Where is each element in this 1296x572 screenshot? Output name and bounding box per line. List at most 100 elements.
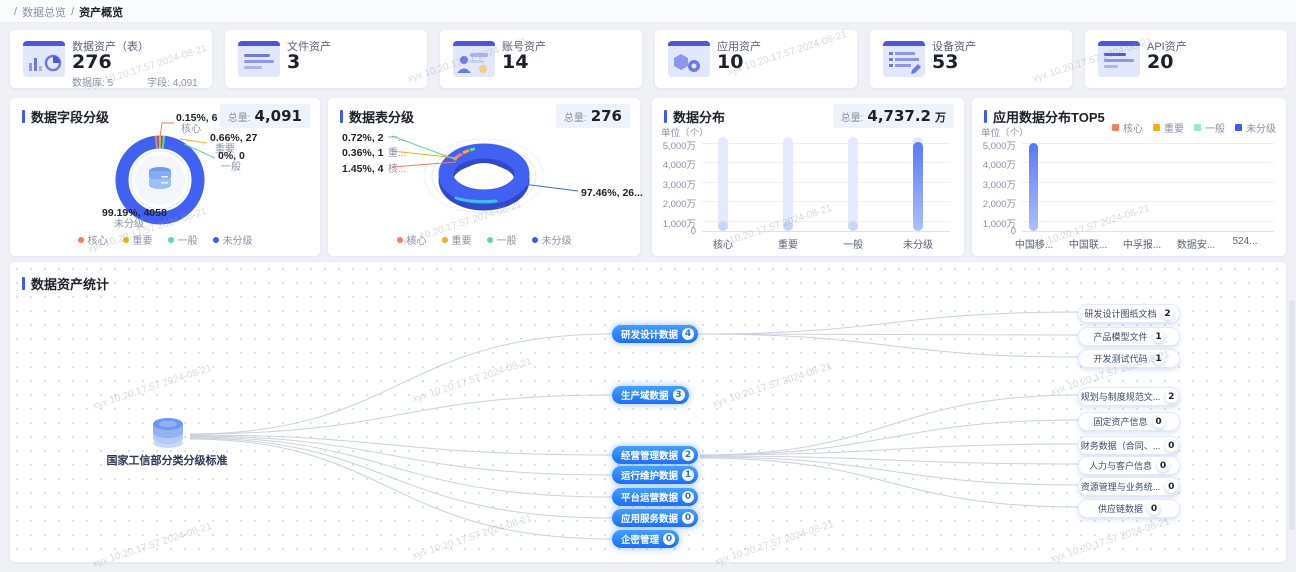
tree-leaf-dev-test-code[interactable]: 开发测试代码 1 <box>1078 349 1180 368</box>
application-window-icon <box>668 41 710 77</box>
x-tick: 中孚报... <box>1122 240 1162 251</box>
bar-unclassified <box>913 142 923 231</box>
tree-leaf-resource-business-stats[interactable]: 资源管理与业务统... 0 <box>1078 477 1180 496</box>
stat-card-api-assets[interactable]: API资产 20 <box>1085 30 1287 88</box>
leaf-count-badge: 2 <box>1161 307 1174 320</box>
stat-card-app-assets[interactable]: 应用资产 10 <box>655 30 857 88</box>
tree-leaf-fixed-assets-info[interactable]: 固定资产信息 0 <box>1078 412 1180 431</box>
legend: 核心 重要 一般 未分级 <box>10 232 320 247</box>
tree-branch-platform-ops-data[interactable]: 平台运营数据 0 <box>612 488 699 506</box>
panel-title: 应用数据分布TOP5 <box>993 110 1105 125</box>
legend-item-core[interactable]: 核心 <box>396 232 427 247</box>
legend-item-unclassified[interactable]: 未分级 <box>1235 120 1276 135</box>
callout-unclassified: 97.46%, 26... <box>581 186 643 199</box>
gridline <box>702 221 950 222</box>
legend-item-important[interactable]: 重要 <box>441 232 472 247</box>
branch-label: 经营管理数据 <box>621 451 679 462</box>
panel-data-distribution: 数据分布 总量: 4,737.2 万 单位（个） 5,000万 4,000万 3… <box>652 98 964 256</box>
legend-item-important[interactable]: 重要 <box>122 232 153 247</box>
branch-count-badge: 3 <box>672 389 685 401</box>
legend-swatch <box>1194 124 1201 131</box>
bar-track <box>718 137 728 231</box>
legend-item-general[interactable]: 一般 <box>1194 120 1225 135</box>
legend-dot <box>212 236 219 243</box>
tree-branch-secret-management[interactable]: 企密管理 0 <box>612 530 680 548</box>
tree-branch-maintenance-data[interactable]: 运行维护数据 1 <box>612 466 699 484</box>
account-window-icon <box>453 41 495 77</box>
legend-item-unclassified[interactable]: 未分级 <box>212 232 253 247</box>
legend-label: 重要 <box>132 236 153 247</box>
callout-name: 一... <box>387 133 407 144</box>
total-label: 总量: <box>840 113 864 124</box>
branch-count-badge: 4 <box>682 328 695 340</box>
leaf-label: 人力与客户信息 <box>1088 461 1152 471</box>
branch-label: 企密管理 <box>621 535 660 546</box>
x-tick: 524... <box>1232 236 1258 247</box>
tree-leaf-product-model-files[interactable]: 产品模型文件 1 <box>1078 327 1180 346</box>
tree-leaf-supply-chain-data[interactable]: 供应链数据 0 <box>1078 499 1180 518</box>
bar-general <box>848 221 858 231</box>
total-unit: 万 <box>935 112 946 124</box>
legend-item-general[interactable]: 一般 <box>486 232 517 247</box>
tree-leaf-planning-docs[interactable]: 规划与制度规范文... 2 <box>1078 387 1180 406</box>
legend-item-important[interactable]: 重要 <box>1153 120 1184 135</box>
leaf-label: 供应链数据 <box>1097 504 1143 514</box>
branch-label: 平台运营数据 <box>621 493 679 504</box>
y-tick: 5,000万 <box>662 141 696 152</box>
stat-card-title: 应用资产 <box>717 41 761 53</box>
y-tick: 0 <box>1010 226 1016 237</box>
stat-card-data-assets[interactable]: 数据资产（表） 276 数据库: 5 字段: 4,091 <box>10 30 212 89</box>
legend-dot <box>441 236 448 243</box>
gridline <box>702 201 950 202</box>
branch-count-badge: 0 <box>682 512 695 524</box>
total-value: 4,091 <box>254 107 302 125</box>
axis-unit-label: 单位（个） <box>981 128 1029 139</box>
y-tick: 2,000万 <box>982 199 1016 210</box>
root-database-icon[interactable] <box>147 410 189 452</box>
top-bar: / 数据总览 / 资产概览 <box>0 0 1296 23</box>
breadcrumb-link-overview[interactable]: 数据总览 <box>22 7 67 19</box>
y-tick: 4,000万 <box>982 160 1016 171</box>
panel-field-grading: 数据字段分级 总量: 4,091 0.15%, 6 <box>10 98 320 256</box>
stat-card-device-assets[interactable]: 设备资产 53 <box>870 30 1072 88</box>
y-tick: 2,000万 <box>662 199 696 210</box>
scrollbar[interactable] <box>1289 300 1295 530</box>
callout-core: 1.45%, 4 核... <box>342 162 406 176</box>
total-label: 总量: <box>227 113 251 124</box>
tree-branch-app-service-data[interactable]: 应用服务数据 0 <box>612 509 699 527</box>
stat-card-file-assets[interactable]: 文件资产 3 <box>225 30 427 88</box>
legend-swatch <box>1235 124 1242 131</box>
legend-item-general[interactable]: 一般 <box>167 232 198 247</box>
y-tick: 5,000万 <box>982 141 1016 152</box>
field-count: 字段: 4,091 <box>147 78 198 89</box>
panel-header: 数据表分级 <box>340 107 414 126</box>
legend-item-unclassified[interactable]: 未分级 <box>531 232 572 247</box>
legend-label: 重要 <box>1164 124 1184 135</box>
tree-branch-production-data[interactable]: 生产域数据 3 <box>612 386 689 404</box>
callout-value: 0.15%, 6 <box>176 112 218 124</box>
tree-leaf-hr-customer-info[interactable]: 人力与客户信息 0 <box>1078 456 1180 475</box>
callout-value: 99.19%, 4058 <box>102 207 167 219</box>
axis-line <box>1022 231 1274 232</box>
leaf-count-badge: 0 <box>1157 459 1169 472</box>
callout-name: 一般 <box>221 162 241 173</box>
field-grading-donut-chart <box>115 122 216 225</box>
tree-branch-management-data[interactable]: 经营管理数据 2 <box>612 446 699 464</box>
callout-important: 0.66%, 27 重要 <box>210 133 257 156</box>
legend-item-core[interactable]: 核心 <box>1112 120 1143 135</box>
total-badge: 总量: 276 <box>555 104 630 128</box>
legend-item-core[interactable]: 核心 <box>77 232 108 247</box>
table-grading-donut-chart <box>391 135 579 214</box>
legend: 核心 重要 一般 未分级 <box>328 232 640 247</box>
tree-leaf-financial-data[interactable]: 财务数据（合同、... 0 <box>1078 436 1180 455</box>
panel-asset-statistics: 数据资产统计 <box>10 262 1286 562</box>
tree-branch-rd-data[interactable]: 研发设计数据 4 <box>612 325 699 343</box>
stat-card-account-assets[interactable]: 账号资产 14 <box>440 30 642 88</box>
leaf-count-badge: 0 <box>1165 439 1178 452</box>
stat-card-title: API资产 <box>1147 41 1187 53</box>
bar-track <box>848 137 858 231</box>
total-value: 276 <box>590 107 622 125</box>
panel-header: 应用数据分布TOP5 <box>984 107 1105 126</box>
tree-leaf-drawing-docs[interactable]: 研发设计图纸文档 2 <box>1078 304 1180 323</box>
leaf-label: 固定资产信息 <box>1093 417 1148 427</box>
